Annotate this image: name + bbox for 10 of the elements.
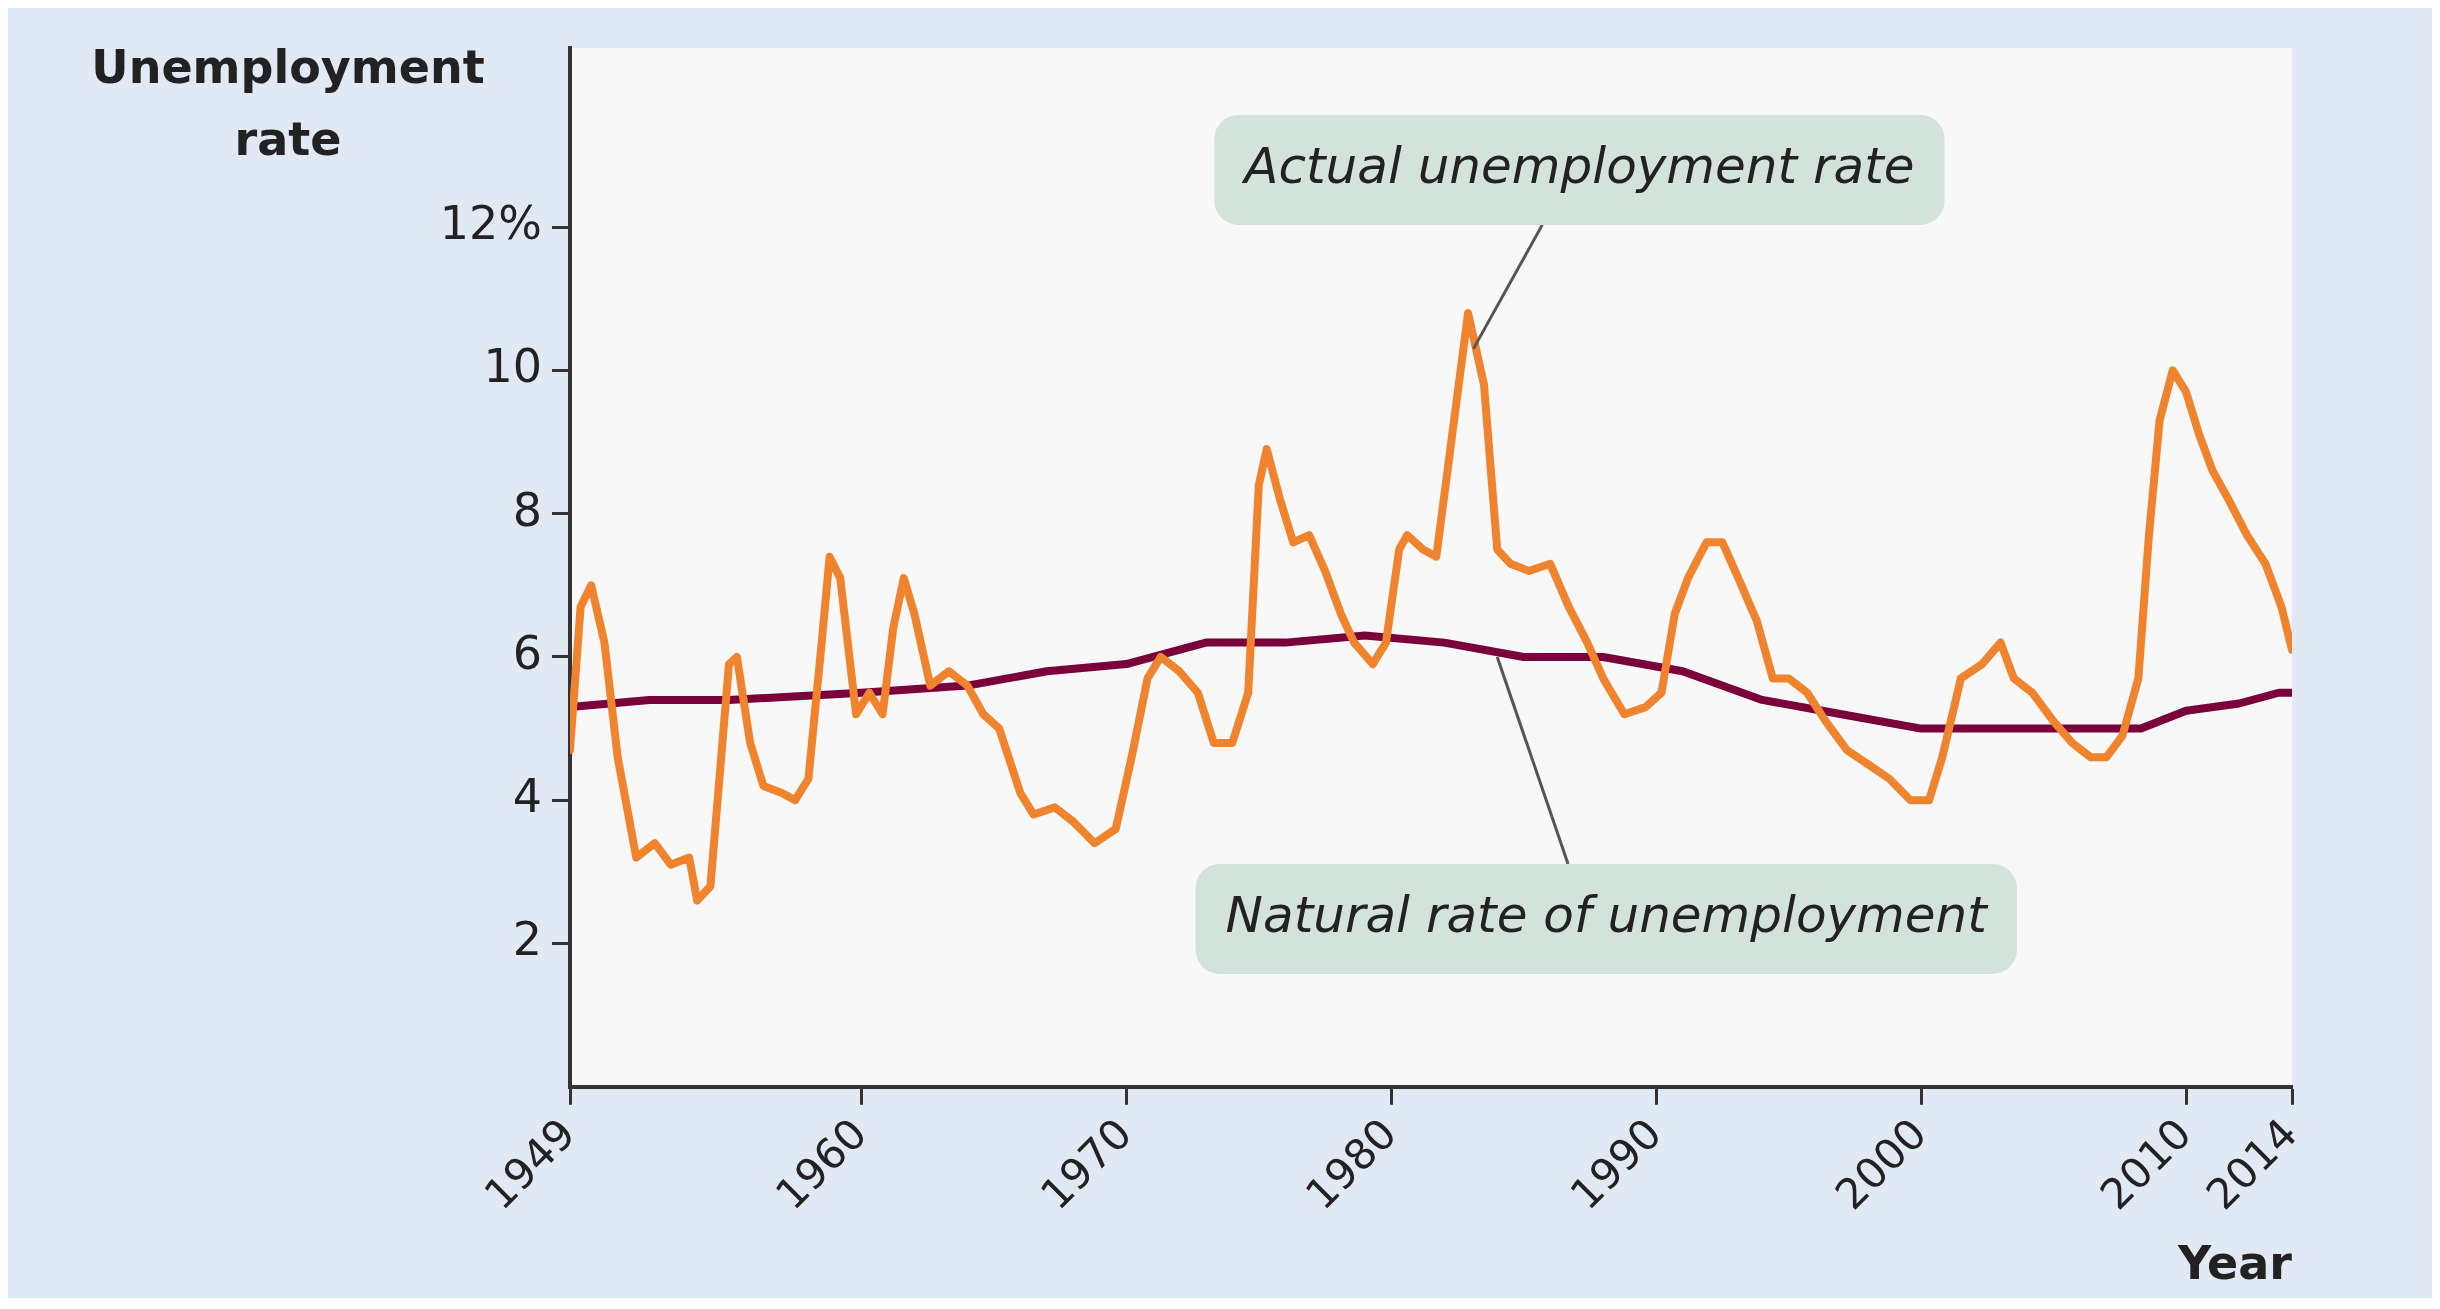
annotation: Natural rate of unemployment [1225, 885, 1990, 944]
y-tick-label: 10 [483, 339, 542, 394]
y-tick-label: 6 [512, 625, 542, 680]
y-axis-title: Unemployment rate [91, 39, 485, 166]
x-axis-title: Year [2176, 1235, 2293, 1290]
y-tick-label: 4 [512, 769, 542, 824]
annotation: Actual unemployment rate [1241, 136, 1915, 195]
y-tick-label: 12% [439, 196, 542, 251]
y-tick-label: 2 [512, 912, 542, 967]
y-tick-label: 8 [512, 482, 542, 537]
